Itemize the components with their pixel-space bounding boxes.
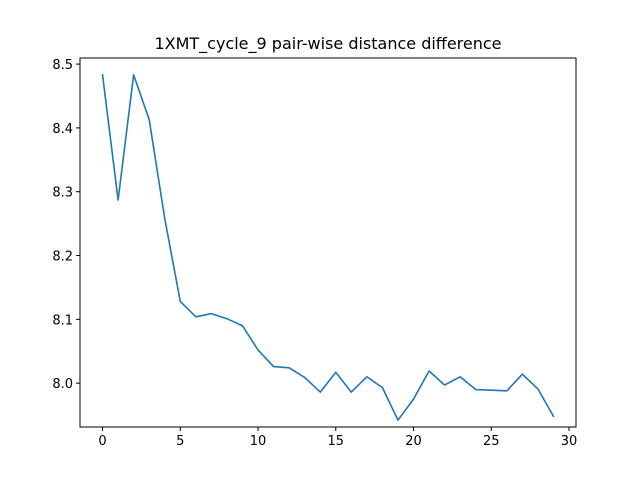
x-tick-label: 25 <box>483 434 500 449</box>
x-axis: 0 5 10 15 20 25 30 <box>98 427 577 449</box>
y-axis: 8.0 8.1 8.2 8.3 8.4 8.5 <box>52 58 80 392</box>
data-point <box>459 375 462 378</box>
y-tick-label: 8.1 <box>52 313 73 328</box>
series-layer <box>101 73 555 422</box>
data-point <box>334 371 337 374</box>
x-tick-label: 20 <box>405 434 422 449</box>
data-point <box>381 386 384 389</box>
x-tick-label: 30 <box>561 434 578 449</box>
data-point <box>521 373 524 376</box>
data-point <box>288 366 291 369</box>
data-point <box>163 217 166 220</box>
y-tick-label: 8.3 <box>52 186 73 201</box>
chart-title: 1XMT_cycle_9 pair-wise distance differen… <box>154 34 501 54</box>
data-point <box>396 419 399 422</box>
data-point <box>225 317 228 320</box>
data-point <box>101 73 104 76</box>
data-point <box>505 389 508 392</box>
data-point <box>272 365 275 368</box>
x-tick-label: 5 <box>176 434 184 449</box>
y-tick-label: 8.4 <box>52 122 73 137</box>
data-point <box>350 391 353 394</box>
y-tick-label: 8.5 <box>52 58 73 73</box>
data-point <box>428 370 431 373</box>
x-tick-label: 0 <box>98 434 106 449</box>
data-point <box>303 376 306 379</box>
data-point <box>443 384 446 387</box>
data-point <box>241 324 244 327</box>
plot-frame <box>79 57 577 428</box>
data-point <box>179 300 182 303</box>
data-point <box>132 73 135 76</box>
x-tick-label: 15 <box>328 434 345 449</box>
data-point <box>552 415 555 418</box>
data-point <box>490 389 493 392</box>
data-point <box>536 387 539 390</box>
y-tick-label: 8.0 <box>52 377 73 392</box>
data-point <box>474 388 477 391</box>
data-point <box>365 375 368 378</box>
series-line <box>101 74 555 421</box>
data-point <box>319 391 322 394</box>
data-point <box>148 118 151 121</box>
y-tick-label: 8.2 <box>52 250 73 265</box>
x-tick-label: 10 <box>250 434 267 449</box>
data-point <box>257 348 260 351</box>
data-point <box>210 312 213 315</box>
data-point <box>412 398 415 401</box>
data-point <box>194 315 197 318</box>
data-point <box>117 198 120 201</box>
